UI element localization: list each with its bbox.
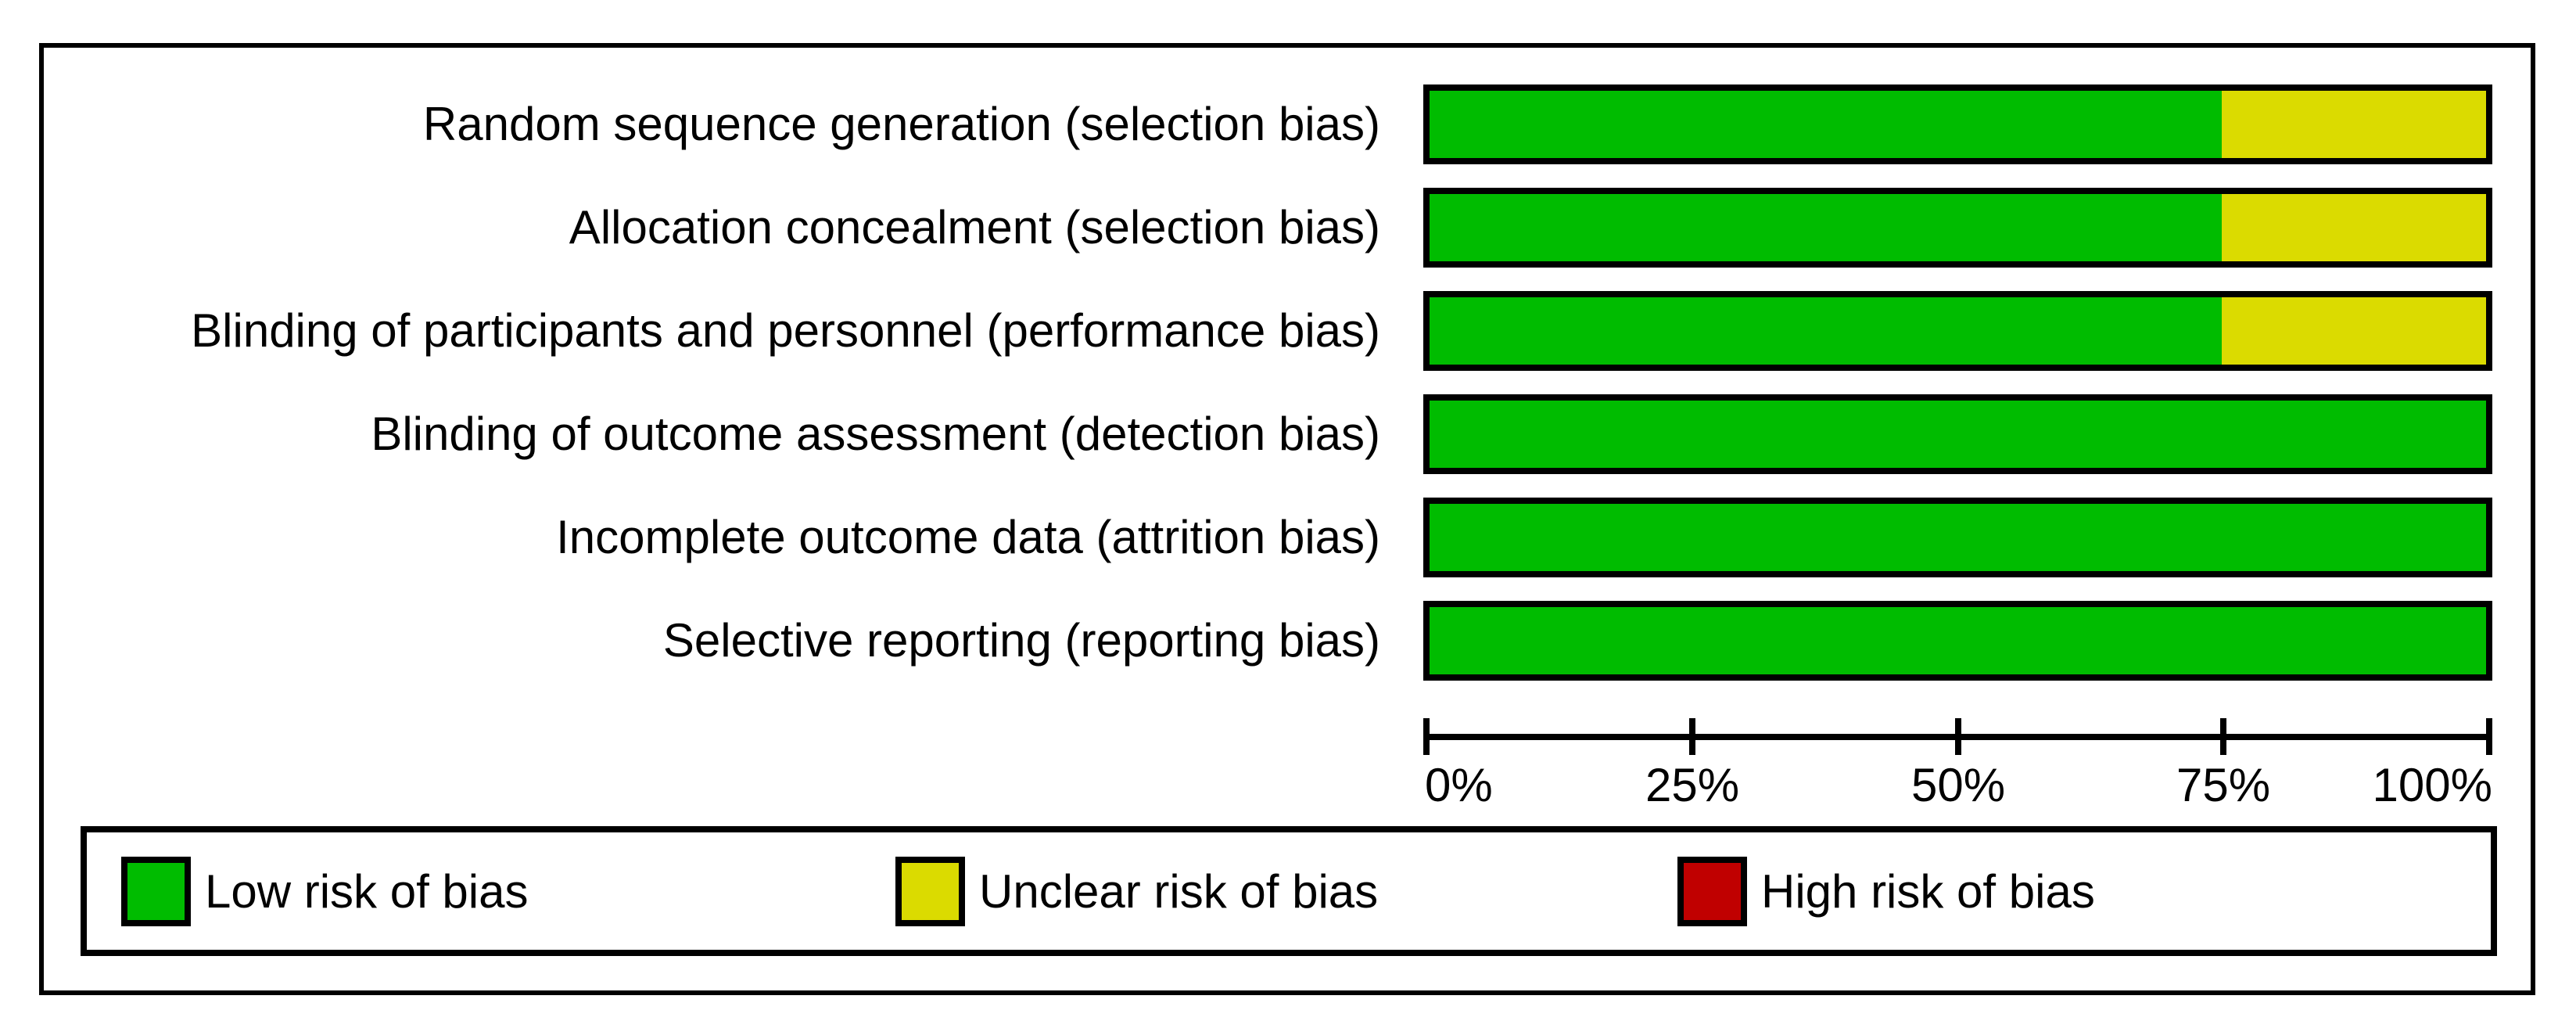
category-label-allocation-concealment: Allocation concealment (selection bias) <box>569 201 1380 253</box>
bar-segment-unclear-risk <box>2222 297 2486 365</box>
category-label-blinding-outcome: Blinding of outcome assessment (detectio… <box>371 408 1380 460</box>
category-label-incomplete-outcome-data: Incomplete outcome data (attrition bias) <box>556 511 1380 563</box>
x-axis-tick-25 <box>1689 718 1695 755</box>
stacked-bar-blinding-participants <box>1423 291 2492 371</box>
legend-label-high-risk: High risk of bias <box>1761 864 2095 918</box>
legend-item-low-risk: Low risk of bias <box>121 832 529 950</box>
legend-box: Low risk of bias Unclear risk of bias Hi… <box>81 826 2497 956</box>
bar-segment-low-risk <box>1430 91 2223 158</box>
stacked-bar-allocation-concealment <box>1423 188 2492 268</box>
bar-segment-low-risk <box>1430 194 2223 261</box>
stacked-bar-blinding-outcome <box>1423 394 2492 474</box>
bar-segment-low-risk <box>1430 401 2486 468</box>
high-risk-swatch <box>1677 856 1747 926</box>
stacked-bar-selective-reporting <box>1423 601 2492 681</box>
bar-segment-low-risk <box>1430 504 2486 571</box>
x-axis-tick-label-100: 100% <box>2372 759 2492 811</box>
x-axis-tick-50 <box>1955 718 1961 755</box>
x-axis-tick-label-0: 0% <box>1425 759 1493 811</box>
bar-segment-low-risk <box>1430 607 2486 674</box>
bar-segment-unclear-risk <box>2222 91 2486 158</box>
bar-segment-unclear-risk <box>2222 194 2486 261</box>
x-axis-tick-75 <box>2220 718 2226 755</box>
x-axis-tick-100 <box>2486 718 2492 755</box>
x-axis-tick-label-75: 75% <box>2176 759 2271 811</box>
category-label-random-sequence-generation: Random sequence generation (selection bi… <box>422 98 1380 150</box>
category-label-blinding-participants: Blinding of participants and personnel (… <box>191 304 1380 357</box>
legend-item-high-risk: High risk of bias <box>1677 832 2095 950</box>
legend-label-unclear-risk: Unclear risk of bias <box>979 864 1379 918</box>
stacked-bar-random-sequence-generation <box>1423 84 2492 164</box>
bar-segment-low-risk <box>1430 297 2223 365</box>
x-axis-tick-label-25: 25% <box>1645 759 1740 811</box>
risk-of-bias-graph-frame: Random sequence generation (selection bi… <box>39 43 2535 995</box>
unclear-risk-swatch <box>895 856 965 926</box>
x-axis-tick-0 <box>1423 718 1430 755</box>
low-risk-swatch <box>121 856 191 926</box>
legend-item-unclear-risk: Unclear risk of bias <box>895 832 1378 950</box>
stacked-bar-incomplete-outcome-data <box>1423 498 2492 577</box>
x-axis-tick-label-50: 50% <box>1910 759 2006 811</box>
legend-label-low-risk: Low risk of bias <box>205 864 529 918</box>
category-label-selective-reporting: Selective reporting (reporting bias) <box>662 614 1380 667</box>
